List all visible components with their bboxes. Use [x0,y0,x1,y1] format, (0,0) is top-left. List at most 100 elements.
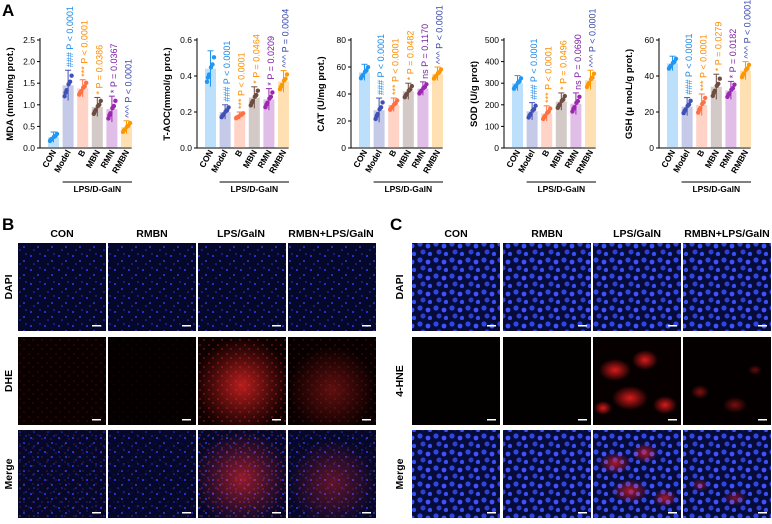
significance-annotation: * P = 0.0182 [728,29,738,79]
significance-annotation: ^^^ P < 0.0001 [743,0,753,59]
x-tick-label: B [540,148,552,158]
data-point [711,90,716,96]
data-point [54,131,60,137]
bar [710,86,722,148]
data-point [127,120,133,126]
data-point [252,94,257,99]
significance-annotation: * P = 0.0367 [109,44,119,94]
data-point [732,82,737,87]
data-point [740,72,746,78]
significance-annotation: ns P = 0.1170 [420,24,430,79]
group-label: LPS/D-GalN [73,184,121,194]
x-tick-label: MBN [703,148,721,170]
data-point [585,82,591,87]
significance-annotation: ^^^ P < 0.0001 [435,5,445,64]
bar [77,88,89,148]
x-tick-label: MBN [84,148,102,170]
group-label: LPS/D-GalN [692,184,740,194]
data-point [365,65,371,70]
data-point [682,108,687,114]
data-point [249,100,254,105]
data-point [746,62,752,68]
data-point [270,90,275,95]
data-point [223,109,228,114]
data-point [406,88,411,93]
data-point [403,92,408,98]
significance-annotation: * P = 0.0496 [558,40,568,90]
significance-annotation: * P = 0.0464 [251,34,261,84]
data-point [515,80,521,85]
data-point [424,82,429,87]
y-axis-label: SOD (U/g prot) [469,61,480,127]
data-point [438,67,444,72]
data-point [63,90,68,95]
significance-annotation: *** P < 0.0001 [699,34,709,91]
data-point [512,84,518,90]
data-point [255,88,260,93]
data-point [571,106,576,112]
data-point [421,85,426,91]
significance-annotation: * P = 0.0386 [94,45,104,95]
data-point [95,103,101,109]
bar [205,68,216,148]
x-tick-label: B [233,148,245,158]
y-tick-label: 0.2 [180,107,192,117]
data-point [205,75,211,80]
data-point [92,109,98,114]
y-tick-label: 1.0 [23,100,35,110]
significance-annotation: ^^^ P = 0.0004 [281,9,291,68]
col-header-lps-galn: LPS/GalN [613,228,661,240]
data-point [670,60,676,66]
y-tick-label: 60 [337,62,347,72]
bar [219,112,231,148]
data-point [717,76,722,81]
x-tick-label: B [387,148,399,158]
data-point [409,83,414,89]
significance-annotation: ### P < 0.0001 [376,34,386,95]
x-tick-label: B [76,148,88,158]
data-point [527,113,532,118]
significance-annotation: ns P = 0.0690 [573,34,583,90]
data-point [264,102,269,107]
data-point [121,128,127,133]
y-tick-label: 0 [649,143,654,153]
data-point [374,113,379,119]
y-axis-label: CAT (U/mg prot.) [316,56,327,131]
bar [570,103,582,148]
significance-annotation: * P = 0.0209 [266,36,276,86]
data-point [700,101,705,107]
bar [681,106,693,148]
micrograph-c-dapi-con [412,243,500,331]
micrograph-c-dapi-rmbn-lps [683,243,771,331]
bar [234,115,246,148]
col-header-rmbn-lps-galn: RMBN+LPS/GalN [288,228,373,240]
data-point [726,92,731,97]
data-point [235,115,240,120]
y-tick-label: 0.0 [23,143,35,153]
data-point [69,73,74,78]
data-point [208,65,214,70]
data-point [548,106,553,111]
y-axis-label: MDA (nmol/mg prot.) [5,47,16,141]
micrograph-c-merge-rmbn-lps [683,430,771,518]
y-tick-label: 2.0 [23,57,35,67]
significance-annotation: * P = 0.0279 [713,22,723,72]
y-tick-label: 20 [645,107,655,117]
micrograph-c-merge-con [412,430,500,518]
data-point [714,83,719,88]
y-tick-label: 500 [485,35,499,45]
data-point [743,67,749,73]
bar [388,104,400,148]
significance-annotation: ### P < 0.0001 [529,38,539,99]
y-tick-label: 100 [485,121,499,131]
data-point [204,79,210,84]
x-tick-label: MBN [395,148,413,170]
y-tick-label: 0 [341,143,346,153]
row-label-4hne: 4-HNE [394,365,406,397]
data-point [220,113,225,118]
row-label-merge: Merge [394,458,406,489]
data-point [284,72,290,77]
data-point [51,134,57,139]
data-point [533,103,538,108]
